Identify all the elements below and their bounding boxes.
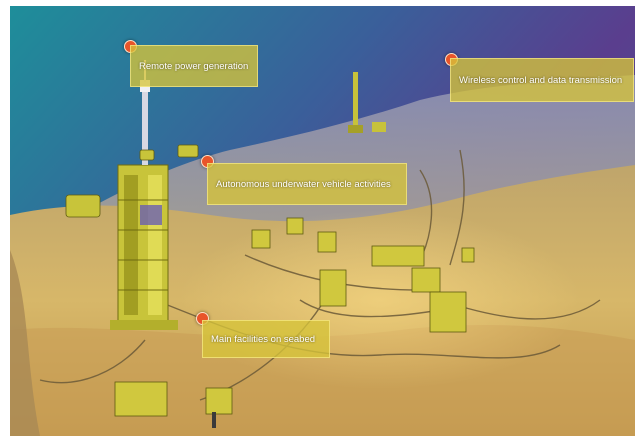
seabed-modules [114,217,475,417]
callout-wireless: Wireless control and data transmission [450,58,634,102]
callout-remote-power-label: Remote power generation [139,60,249,72]
processing-tower [110,60,178,330]
callout-auv-label: Autonomous underwater vehicle activities [216,178,391,190]
auv-vehicles [65,144,199,218]
callout-wireless-label: Wireless control and data transmission [459,74,623,86]
callout-seabed: Main facilities on seabed [202,320,330,358]
wireless-mast [348,72,386,133]
callout-seabed-label: Main facilities on seabed [211,333,316,345]
callout-auv: Autonomous underwater vehicle activities [207,163,407,205]
callout-remote-power: Remote power generation [130,45,258,87]
